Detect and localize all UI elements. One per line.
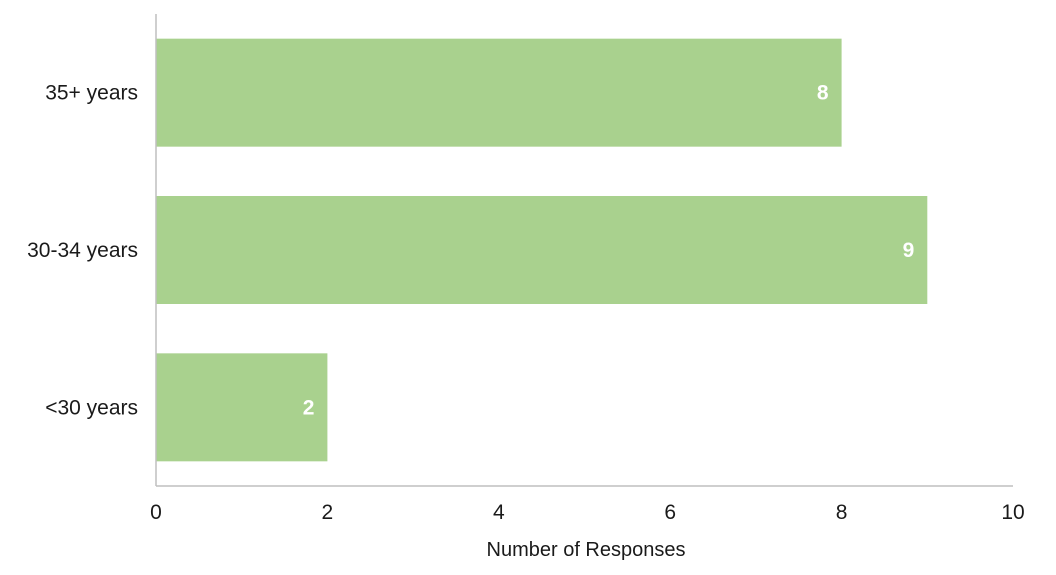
labels-layer: 35+ years 8 30-34 years 9 <30 years 2 0 2 4 6 8 10 [27, 82, 1025, 524]
x-tick-label: 10 [1001, 501, 1024, 524]
x-tick-label: 0 [150, 501, 162, 524]
category-label: 30-34 years [27, 239, 138, 262]
data-label: 9 [903, 239, 915, 262]
axes-layer [155, 14, 1013, 487]
x-tick-label: 4 [493, 501, 505, 524]
x-tick-label: 8 [836, 501, 848, 524]
bar-30-34-years [156, 196, 928, 304]
data-label: 2 [303, 396, 315, 419]
bars-layer [156, 38, 928, 462]
x-axis-title: Number of Responses [487, 539, 686, 561]
category-label: 35+ years [45, 82, 138, 105]
bar-30-years [156, 353, 328, 462]
x-tick-label: 6 [664, 501, 676, 524]
bar-35-years [156, 38, 842, 147]
data-label: 8 [817, 82, 829, 105]
x-tick-label: 2 [322, 501, 334, 524]
category-label: <30 years [45, 396, 138, 419]
